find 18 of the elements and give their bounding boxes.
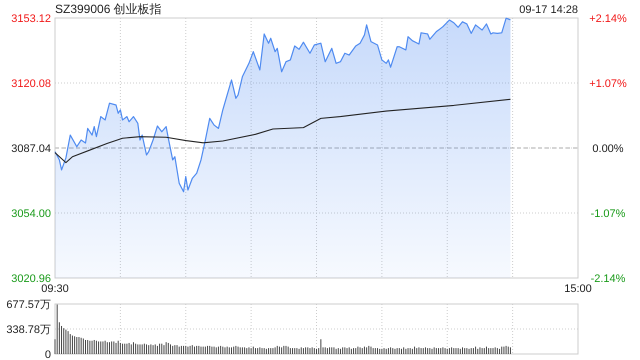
y-tick-label: 3087.04 [11,143,51,155]
y-tick-label: 3120.08 [11,78,51,90]
y-tick-label: 3020.96 [11,273,51,285]
y2-tick-label: +1.07% [589,78,628,90]
y-tick-label: 338.78万 [6,324,51,336]
y-tick-label: 3153.12 [11,13,51,25]
chart-title: SZ399006 创业板指 [55,2,162,16]
x-tick-label: 15:00 [564,283,592,295]
y2-tick-label: 0.00% [592,143,624,155]
y2-tick-label: -2.14% [590,273,626,285]
line-series [54,98,511,164]
x-tick-label: 09:30 [41,283,69,295]
y-tick-label: 0 [44,349,51,360]
y-tick-label: 677.57万 [6,299,51,311]
y-tick-label: 3054.00 [11,208,51,220]
y2-tick-label: -1.07% [590,208,626,220]
text: 09-17 14:28 [519,4,578,16]
y2-tick-label: +2.14% [589,13,628,25]
